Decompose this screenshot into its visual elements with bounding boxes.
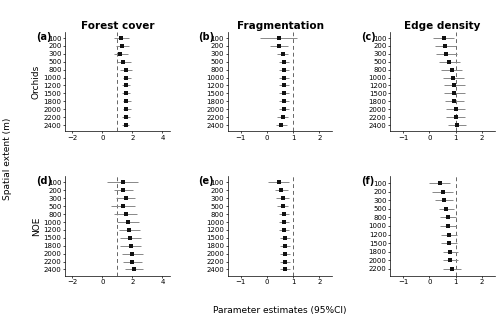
Text: (e): (e) — [198, 176, 214, 186]
Title: Fragmentation: Fragmentation — [236, 21, 324, 31]
Text: (a): (a) — [36, 32, 51, 42]
Text: (d): (d) — [36, 176, 52, 186]
Text: (f): (f) — [361, 176, 374, 186]
Y-axis label: Orchids: Orchids — [32, 64, 41, 99]
Text: (c): (c) — [361, 32, 376, 42]
Text: Parameter estimates (95%CI): Parameter estimates (95%CI) — [213, 307, 347, 315]
Text: Spatial extent (m): Spatial extent (m) — [3, 117, 12, 200]
Y-axis label: NOE: NOE — [32, 216, 41, 236]
Title: Edge density: Edge density — [404, 21, 480, 31]
Title: Forest cover: Forest cover — [80, 21, 154, 31]
Text: (b): (b) — [198, 32, 214, 42]
